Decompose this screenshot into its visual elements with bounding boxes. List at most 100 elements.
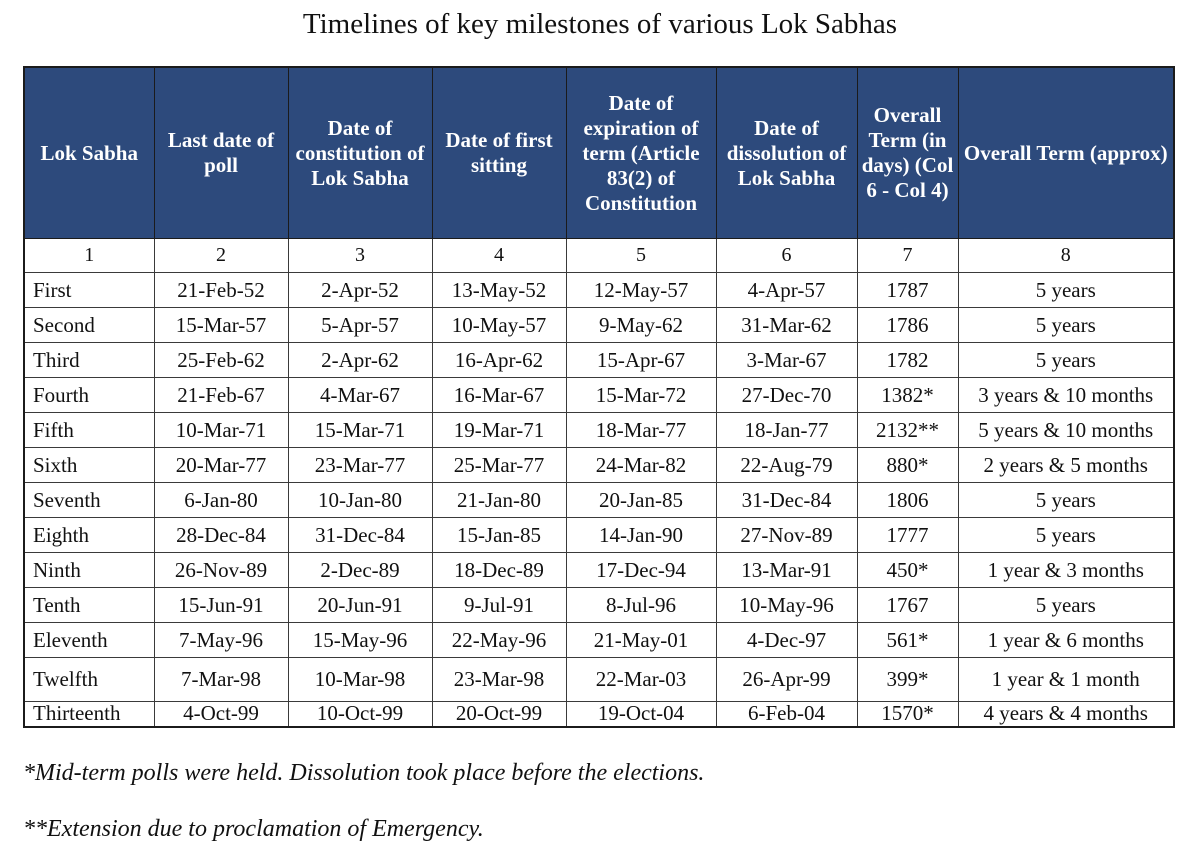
table-row: Ninth 26-Nov-89 2-Dec-89 18-Dec-89 17-Dec-94…: [23, 552, 1175, 588]
first-sitting-date-cell: 18-Dec-89: [431, 552, 567, 588]
constitution-date-cell: 10-Oct-99: [287, 701, 433, 728]
constitution-date-cell: 4-Mar-67: [287, 377, 433, 413]
column-number: 1: [23, 238, 155, 273]
dissolution-date-cell: 27-Nov-89: [715, 517, 858, 553]
table-row: Fourth 21-Feb-67 4-Mar-67 16-Mar-67 15-Mar-7…: [23, 377, 1175, 413]
constitution-date-cell: 23-Mar-77: [287, 447, 433, 483]
expiration-date-cell: 24-Mar-82: [565, 447, 717, 483]
constitution-date-cell: 2-Dec-89: [287, 552, 433, 588]
first-sitting-date-cell: 15-Jan-85: [431, 517, 567, 553]
column-header-date-of-expiration: Date of expiration of term (Article 83(2…: [565, 66, 717, 239]
table-row: Thirteenth 4-Oct-99 10-Oct-99 20-Oct-99 19-O…: [23, 701, 1175, 728]
table-body: 1 2 3 4 5 6 7 8 First 21-Feb-52 2-Apr-52 13…: [23, 238, 1175, 728]
last-date-of-poll-cell: 15-Mar-57: [153, 307, 289, 343]
first-sitting-date-cell: 10-May-57: [431, 307, 567, 343]
lok-sabha-name-cell: Sixth: [23, 447, 155, 483]
lok-sabha-name-cell: Second: [23, 307, 155, 343]
lok-sabha-name-cell: Thirteenth: [23, 701, 155, 728]
overall-term-days-cell: 1787: [856, 272, 959, 308]
constitution-date-cell: 10-Jan-80: [287, 482, 433, 518]
lok-sabha-name-cell: Tenth: [23, 587, 155, 623]
constitution-date-cell: 10-Mar-98: [287, 657, 433, 702]
column-header-overall-term-approx: Overall Term (approx): [957, 66, 1175, 239]
table-row: Eighth 28-Dec-84 31-Dec-84 15-Jan-85 14-Jan-…: [23, 517, 1175, 553]
overall-term-approx-cell: 1 year & 6 months: [957, 622, 1175, 658]
overall-term-approx-cell: 5 years: [957, 587, 1175, 623]
column-number: 7: [856, 238, 959, 273]
dissolution-date-cell: 22-Aug-79: [715, 447, 858, 483]
constitution-date-cell: 20-Jun-91: [287, 587, 433, 623]
constitution-date-cell: 15-May-96: [287, 622, 433, 658]
first-sitting-date-cell: 9-Jul-91: [431, 587, 567, 623]
column-number-row: 1 2 3 4 5 6 7 8: [23, 238, 1175, 273]
header-row: Lok Sabha Last date of poll Date of cons…: [23, 66, 1175, 239]
last-date-of-poll-cell: 25-Feb-62: [153, 342, 289, 378]
column-header-lok-sabha: Lok Sabha: [23, 66, 155, 239]
overall-term-days-cell: 399*: [856, 657, 959, 702]
column-number: 4: [431, 238, 567, 273]
last-date-of-poll-cell: 21-Feb-52: [153, 272, 289, 308]
overall-term-approx-cell: 5 years: [957, 482, 1175, 518]
overall-term-days-cell: 1570*: [856, 701, 959, 728]
dissolution-date-cell: 3-Mar-67: [715, 342, 858, 378]
expiration-date-cell: 14-Jan-90: [565, 517, 717, 553]
expiration-date-cell: 17-Dec-94: [565, 552, 717, 588]
first-sitting-date-cell: 23-Mar-98: [431, 657, 567, 702]
first-sitting-date-cell: 25-Mar-77: [431, 447, 567, 483]
overall-term-approx-cell: 1 year & 1 month: [957, 657, 1175, 702]
table-row: First 21-Feb-52 2-Apr-52 13-May-52 12-May-57…: [23, 272, 1175, 308]
dissolution-date-cell: 13-Mar-91: [715, 552, 858, 588]
constitution-date-cell: 31-Dec-84: [287, 517, 433, 553]
lok-sabha-name-cell: Twelfth: [23, 657, 155, 702]
constitution-date-cell: 5-Apr-57: [287, 307, 433, 343]
dissolution-date-cell: 4-Apr-57: [715, 272, 858, 308]
constitution-date-cell: 15-Mar-71: [287, 412, 433, 448]
column-header-last-date-of-poll: Last date of poll: [153, 66, 289, 239]
overall-term-days-cell: 880*: [856, 447, 959, 483]
page-title: Timelines of key milestones of various L…: [302, 8, 898, 40]
dissolution-date-cell: 6-Feb-04: [715, 701, 858, 728]
first-sitting-date-cell: 20-Oct-99: [431, 701, 567, 728]
constitution-date-cell: 2-Apr-62: [287, 342, 433, 378]
dissolution-date-cell: 26-Apr-99: [715, 657, 858, 702]
table-row: Second 15-Mar-57 5-Apr-57 10-May-57 9-May-62…: [23, 307, 1175, 343]
lok-sabha-name-cell: Eleventh: [23, 622, 155, 658]
first-sitting-date-cell: 16-Mar-67: [431, 377, 567, 413]
overall-term-approx-cell: 5 years: [957, 342, 1175, 378]
expiration-date-cell: 12-May-57: [565, 272, 717, 308]
column-header-date-of-first-sitting: Date of first sitting: [431, 66, 567, 239]
overall-term-days-cell: 1786: [856, 307, 959, 343]
constitution-date-cell: 2-Apr-52: [287, 272, 433, 308]
lok-sabha-name-cell: Seventh: [23, 482, 155, 518]
last-date-of-poll-cell: 15-Jun-91: [153, 587, 289, 623]
column-header-overall-term-days: Overall Term (in days) (Col 6 - Col 4): [856, 66, 959, 239]
expiration-date-cell: 9-May-62: [565, 307, 717, 343]
expiration-date-cell: 15-Mar-72: [565, 377, 717, 413]
lok-sabha-name-cell: Eighth: [23, 517, 155, 553]
lok-sabha-milestones-table: Lok Sabha Last date of poll Date of cons…: [23, 66, 1175, 728]
expiration-date-cell: 8-Jul-96: [565, 587, 717, 623]
expiration-date-cell: 22-Mar-03: [565, 657, 717, 702]
expiration-date-cell: 15-Apr-67: [565, 342, 717, 378]
overall-term-approx-cell: 3 years & 10 months: [957, 377, 1175, 413]
overall-term-approx-cell: 1 year & 3 months: [957, 552, 1175, 588]
table-row: Twelfth 7-Mar-98 10-Mar-98 23-Mar-98 22-Mar-…: [23, 657, 1175, 702]
table-row: Sixth 20-Mar-77 23-Mar-77 25-Mar-77 24-Mar-8…: [23, 447, 1175, 483]
last-date-of-poll-cell: 7-May-96: [153, 622, 289, 658]
overall-term-days-cell: 1782: [856, 342, 959, 378]
expiration-date-cell: 18-Mar-77: [565, 412, 717, 448]
dissolution-date-cell: 27-Dec-70: [715, 377, 858, 413]
overall-term-days-cell: 450*: [856, 552, 959, 588]
column-header-date-of-dissolution: Date of dissolution of Lok Sabha: [715, 66, 858, 239]
overall-term-approx-cell: 5 years: [957, 272, 1175, 308]
table-row: Fifth 10-Mar-71 15-Mar-71 19-Mar-71 18-Mar-7…: [23, 412, 1175, 448]
dissolution-date-cell: 31-Mar-62: [715, 307, 858, 343]
first-sitting-date-cell: 16-Apr-62: [431, 342, 567, 378]
expiration-date-cell: 20-Jan-85: [565, 482, 717, 518]
overall-term-days-cell: 2132**: [856, 412, 959, 448]
overall-term-approx-cell: 5 years: [957, 307, 1175, 343]
column-number: 6: [715, 238, 858, 273]
last-date-of-poll-cell: 21-Feb-67: [153, 377, 289, 413]
lok-sabha-name-cell: Ninth: [23, 552, 155, 588]
table-row: Eleventh 7-May-96 15-May-96 22-May-96 21-May…: [23, 622, 1175, 658]
